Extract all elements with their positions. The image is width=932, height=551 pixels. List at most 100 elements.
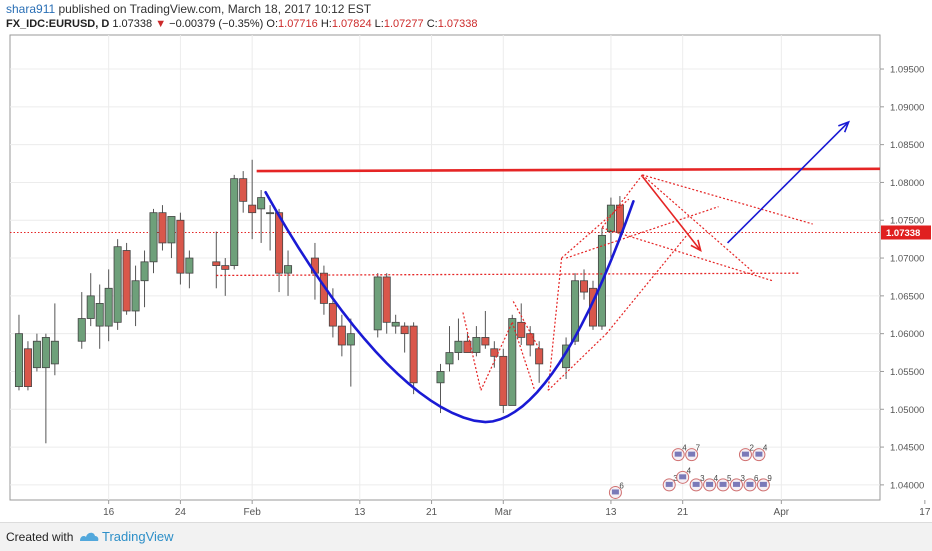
tradingview-link[interactable]: TradingView (102, 529, 174, 544)
ohlc-legend: FX_IDC:EURUSD, D 1.07338 ▼ −0.00379 (−0.… (6, 18, 477, 30)
candle-body (41, 337, 50, 369)
candle-body (517, 321, 526, 338)
dotted-pattern-line (641, 174, 755, 274)
event-flag-icon (674, 451, 682, 457)
candle-body (275, 212, 284, 274)
event-count-label: 6 (754, 474, 759, 483)
dotted-pattern-line (547, 333, 607, 391)
candle-body (266, 212, 275, 215)
x-tick-label: 21 (677, 507, 689, 518)
candle-body (328, 303, 337, 327)
x-tick-label: 13 (605, 507, 617, 518)
x-tick-label: 17 (919, 507, 931, 518)
candle-body (580, 280, 589, 293)
event-count-label: 3 (740, 474, 745, 483)
y-tick-label: 1.05500 (890, 367, 924, 378)
candle-body (508, 318, 517, 406)
candle-body (472, 337, 481, 353)
y-tick-label: 1.06500 (890, 291, 924, 302)
created-with-text: Created with (6, 530, 74, 544)
candle-body (167, 216, 176, 244)
y-tick-label: 1.04000 (890, 480, 924, 491)
event-flag-icon (665, 481, 673, 487)
candle-body (284, 265, 293, 274)
dotted-pattern-line (642, 174, 813, 225)
candle-body (140, 261, 149, 282)
open-value: 1.07716 (278, 18, 318, 30)
candle-body (248, 204, 257, 214)
footer-bar: Created with TradingView (0, 522, 932, 551)
event-count-label: 5 (727, 474, 732, 483)
event-count-label: 4 (714, 474, 719, 483)
event-flag-icon (732, 481, 740, 487)
x-tick-label: 16 (103, 507, 115, 518)
candle-body (239, 178, 248, 202)
candle-body (391, 321, 400, 327)
y-tick-label: 1.09000 (890, 102, 924, 113)
candle-body (606, 204, 615, 232)
candle-body (212, 261, 221, 267)
candle-body (373, 276, 382, 331)
y-tick-label: 1.08000 (890, 178, 924, 189)
candle-body (185, 257, 194, 274)
y-tick-label: 1.07000 (890, 254, 924, 265)
event-flag-icon (741, 451, 749, 457)
forecast-up-arrow-head (838, 120, 850, 133)
y-tick-label: 1.08500 (890, 140, 924, 151)
event-flag-icon (688, 451, 696, 457)
candle-body (122, 250, 131, 312)
candle-body (230, 178, 239, 267)
close-value: 1.07338 (437, 18, 478, 30)
cup-curve (264, 191, 635, 424)
y-tick-label: 1.05000 (890, 405, 924, 416)
high-label: H: (320, 18, 332, 30)
candle-body (490, 348, 499, 357)
candle-body (400, 325, 409, 335)
price-chart[interactable]: 1.04000 1.04500 1.05000 1.05500 1.06000 1.065… (0, 0, 932, 522)
candle-body (535, 348, 544, 365)
candle-body (257, 197, 266, 210)
dotted-pattern-line (480, 322, 513, 391)
event-flag-icon (746, 481, 754, 487)
y-tick-label: 1.09500 (890, 65, 924, 76)
dotted-pattern-line (601, 174, 643, 229)
dotted-pattern-line (601, 227, 773, 282)
candle-body (526, 333, 535, 346)
candle-body (86, 295, 95, 319)
candle-body (158, 212, 167, 244)
last-price: 1.07338 (112, 18, 153, 30)
change-arrow-icon: ▼ (155, 18, 167, 30)
open-label: O: (266, 18, 279, 30)
change-value: −0.00379 (−0.35%) (169, 18, 264, 30)
publish-text: published on TradingView.com, March 18, … (55, 2, 372, 16)
publish-info: shara911 published on TradingView.com, M… (6, 2, 371, 16)
event-count-label: 9 (767, 474, 772, 483)
tradingview-logo-icon[interactable] (78, 529, 100, 543)
event-count-label: 3 (700, 474, 705, 483)
candle-body (481, 337, 490, 346)
candle-body (104, 287, 113, 327)
symbol-label[interactable]: FX_IDC:EURUSD, D (6, 18, 110, 30)
support-line (216, 272, 800, 277)
resistance-line (256, 167, 881, 173)
x-tick-label: 24 (175, 507, 187, 518)
event-flag-icon (706, 481, 714, 487)
candle-body (176, 219, 185, 274)
candle-body (445, 352, 454, 365)
y-tick-label: 1.04500 (890, 443, 924, 454)
event-count-label: 2 (749, 444, 754, 453)
high-value: 1.07824 (331, 18, 372, 30)
candle-body (319, 272, 328, 304)
author-name[interactable]: shara911 (6, 2, 56, 16)
candle-body (499, 355, 508, 406)
dotted-pattern-line (561, 198, 630, 259)
low-value: 1.07277 (383, 18, 424, 30)
candle-body (113, 246, 122, 323)
x-tick-label: 21 (426, 507, 438, 518)
last-price-tag (881, 225, 931, 240)
candle-body (382, 276, 391, 323)
event-count-label: 7 (696, 444, 701, 453)
event-flag-icon (759, 481, 767, 487)
x-tick-label: Mar (495, 507, 513, 518)
